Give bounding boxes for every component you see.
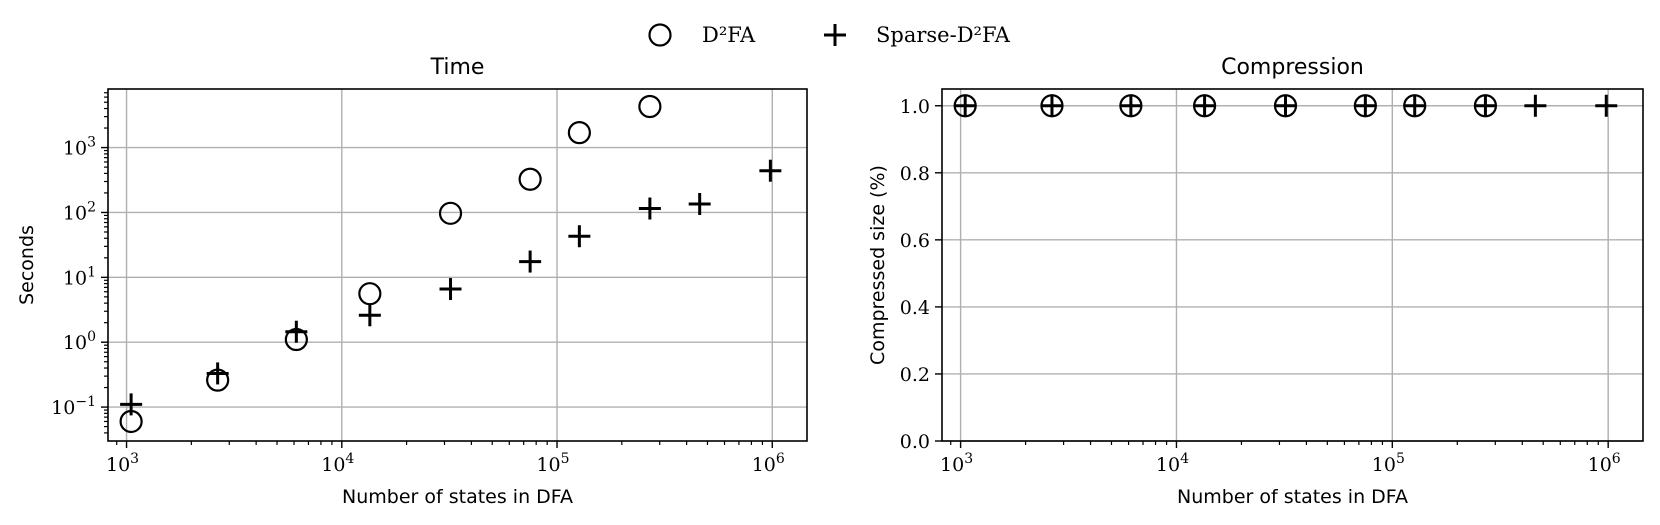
- data-point: [120, 393, 143, 416]
- data-point: [1040, 94, 1063, 117]
- y-tick-label: 103: [63, 135, 96, 160]
- data-point: [567, 121, 591, 145]
- data-point: [206, 362, 229, 385]
- x-tick-label: 104: [321, 451, 354, 476]
- chart-title: Compression: [1221, 55, 1364, 80]
- chart-title: Time: [430, 55, 485, 80]
- x-tick-label: 106: [752, 451, 785, 476]
- y-tick-label: 0.4: [900, 297, 930, 319]
- data-point: [1193, 94, 1216, 117]
- y-tick-label: 101: [63, 264, 96, 289]
- legend-label-sparse-d-fa: Sparse-D²FA: [876, 23, 1011, 47]
- data-point: [688, 193, 711, 216]
- data-point: [1119, 94, 1142, 117]
- y-tick-label: 0.0: [900, 431, 930, 453]
- data-point: [1403, 94, 1426, 117]
- x-tick-label: 103: [940, 451, 973, 476]
- data-point: [638, 94, 662, 119]
- series-d-fa: [119, 94, 662, 434]
- y-tick-label: 0.8: [900, 163, 930, 185]
- x-axis-label: Number of states in DFA: [342, 486, 573, 508]
- x-axis-label: Number of states in DFA: [1177, 486, 1408, 508]
- y-tick-label: 1.0: [900, 96, 930, 118]
- series-sparse-d-fa: [954, 94, 1618, 117]
- y-tick-label: 10−1: [51, 394, 96, 419]
- data-point: [1354, 94, 1377, 117]
- data-point: [518, 167, 542, 191]
- legend-marker-d-fa: [648, 23, 672, 47]
- x-tick-label: 105: [1372, 451, 1405, 476]
- data-point: [1474, 94, 1497, 117]
- x-tick-label: 104: [1156, 451, 1189, 476]
- y-tick-label: 102: [63, 199, 96, 224]
- legend-label-d-fa: D²FA: [702, 23, 756, 47]
- legend-marker-sparse-d-fa: [824, 24, 846, 46]
- x-tick-label: 103: [106, 451, 139, 476]
- legend: D²FA Sparse-D²FA: [648, 23, 1011, 47]
- time-panel: 103 104 105 106 10−1 100 101 102 103 Time Number o…: [16, 55, 808, 508]
- data-point: [1524, 94, 1547, 117]
- data-point: [358, 282, 382, 306]
- data-point: [568, 225, 591, 248]
- y-tick-label: 100: [63, 329, 96, 354]
- plot-frame: [107, 88, 808, 442]
- y-tick-label: 0.2: [900, 364, 930, 386]
- y-axis-label: Compressed size (%): [867, 165, 889, 365]
- data-point: [954, 94, 977, 117]
- data-point: [439, 278, 462, 301]
- data-point: [358, 304, 381, 327]
- data-point: [1595, 94, 1618, 117]
- data-point: [285, 320, 308, 343]
- x-tick-label: 106: [1588, 451, 1621, 476]
- data-point: [519, 250, 542, 273]
- data-point: [759, 159, 782, 182]
- series-sparse-d-fa: [120, 159, 782, 416]
- data-point: [638, 197, 661, 220]
- plot-frame: [941, 88, 1644, 442]
- y-tick-label: 0.6: [900, 230, 930, 252]
- x-tick-label: 105: [536, 451, 569, 476]
- y-axis-label: Seconds: [16, 225, 38, 305]
- data-point: [438, 201, 463, 225]
- data-point: [1274, 94, 1297, 117]
- compression-panel: 103 104 105 106 0.0 0.2 0.4 0.6 0.8 1.0 Compressio…: [867, 55, 1644, 508]
